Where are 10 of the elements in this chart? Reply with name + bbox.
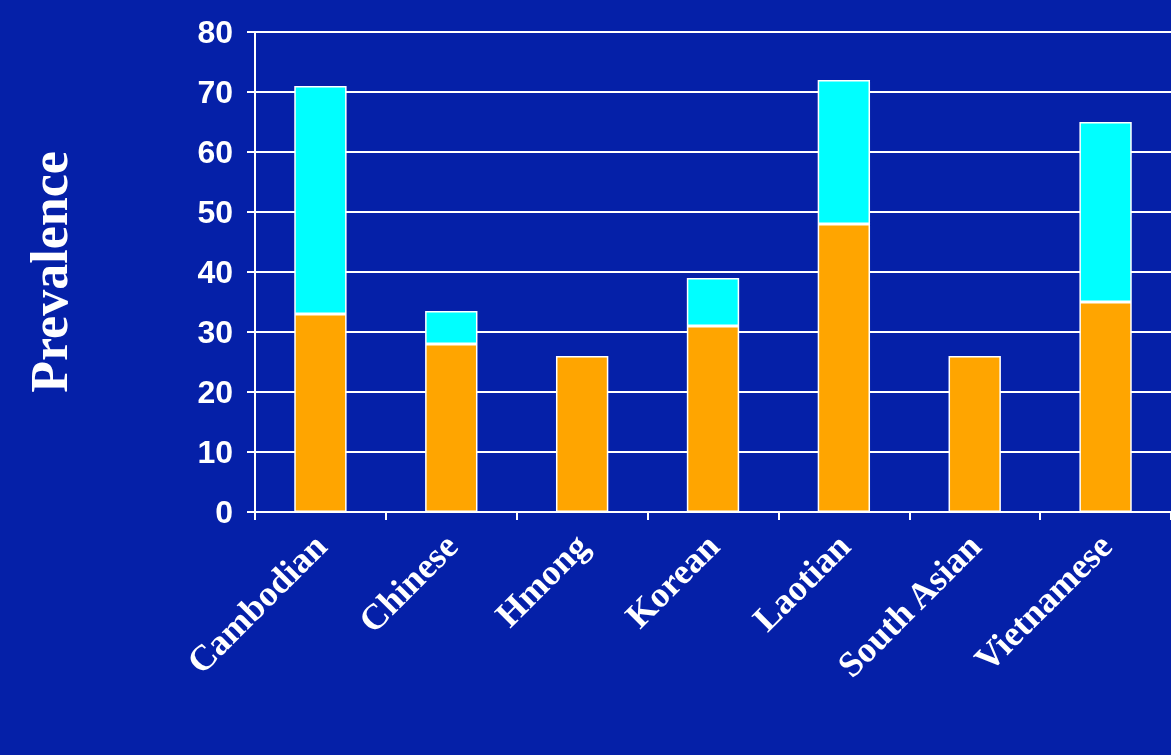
y-tick-label: 30 [197,314,233,350]
y-tick-label: 70 [197,74,233,110]
y-tick-label: 80 [197,14,233,50]
y-tick-label: 60 [197,134,233,170]
y-axis-title: Prevalence [20,151,78,393]
y-tick-label: 20 [197,374,233,410]
y-tick-label: 10 [197,434,233,470]
y-tick-label: 40 [197,254,233,290]
y-tick-label: 0 [215,494,233,530]
y-tick-label: 50 [197,194,233,230]
